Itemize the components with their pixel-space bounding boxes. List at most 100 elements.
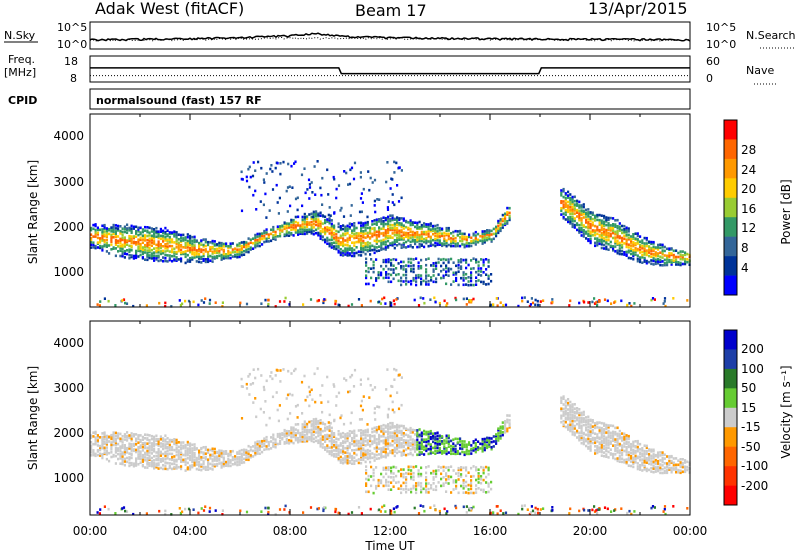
velocity-cell	[348, 460, 351, 463]
velocity-cell	[391, 426, 394, 429]
power-cell	[650, 252, 653, 256]
power-cell	[303, 223, 306, 226]
power-cell	[462, 271, 465, 274]
power-cell	[231, 242, 234, 245]
power-cell	[375, 230, 378, 234]
velocity-cell	[141, 435, 144, 439]
power-cell	[405, 246, 408, 249]
velocity-cell	[351, 430, 354, 434]
power-cell	[576, 208, 579, 212]
power-cell	[632, 244, 635, 248]
velocity-cell	[472, 449, 475, 452]
velocity-cell	[462, 491, 465, 494]
power-cell	[405, 276, 408, 280]
power-cell	[316, 160, 319, 163]
power-cell	[189, 260, 192, 263]
velocity-cell	[238, 452, 241, 455]
power-cell	[310, 181, 313, 184]
power-cell	[455, 276, 458, 280]
velocity-cell	[382, 423, 385, 427]
velocity-cell	[335, 443, 338, 447]
power-cell	[184, 299, 187, 303]
power-cell	[360, 254, 363, 257]
velocity-cell	[146, 466, 149, 469]
velocity-cell	[508, 424, 511, 427]
velocity-cell	[571, 405, 574, 409]
power-cell	[114, 224, 117, 227]
power-cell	[200, 255, 203, 259]
power-cell	[663, 263, 666, 267]
power-cell	[171, 254, 174, 258]
velocity-cell	[587, 420, 590, 424]
power-cell	[204, 238, 207, 241]
power-cell	[200, 239, 203, 242]
velocity-cell	[410, 477, 413, 481]
velocity-cell	[652, 464, 655, 468]
velocity-cell	[668, 466, 671, 470]
power-cell	[407, 264, 410, 268]
velocity-cell	[200, 463, 203, 466]
velocity-cell	[387, 480, 390, 484]
power-cell	[346, 232, 349, 235]
power-cell	[137, 242, 140, 246]
velocity-cell	[308, 430, 311, 434]
velocity-cell	[636, 467, 639, 471]
power-cell	[132, 227, 135, 230]
power-cell	[632, 257, 635, 261]
power-cell	[654, 262, 657, 266]
power-cell	[139, 232, 142, 236]
power-cell	[351, 229, 354, 232]
velocity-cell	[630, 460, 633, 463]
velocity-cell	[389, 425, 392, 428]
power-cell	[306, 223, 309, 226]
velocity-cell	[634, 445, 637, 448]
station-title: Adak West (fitACF)	[95, 0, 244, 18]
velocity-cell	[119, 449, 122, 453]
power-cell	[580, 209, 583, 212]
power-cell	[679, 257, 682, 261]
power-cell	[446, 302, 449, 305]
power-cell	[447, 226, 450, 230]
power-cell	[186, 246, 189, 249]
power-cell	[578, 200, 581, 204]
velocity-cell	[506, 420, 509, 424]
velocity-cell	[470, 487, 473, 491]
velocity-cell	[378, 425, 381, 429]
power-cell	[195, 255, 198, 259]
power-cell	[400, 222, 403, 225]
velocity-cell	[616, 426, 619, 430]
velocity-cell	[627, 457, 630, 460]
power-cell	[389, 226, 392, 230]
power-cell	[324, 228, 327, 232]
power-cell	[375, 249, 378, 253]
velocity-cell	[591, 425, 594, 428]
velocity-cell	[249, 449, 252, 452]
velocity-cell	[357, 447, 360, 451]
power-cell	[621, 244, 624, 247]
velocity-cell	[117, 457, 120, 461]
velocity-cell	[380, 439, 383, 443]
velocity-cell	[148, 441, 151, 445]
power-cell	[650, 242, 653, 245]
power-cell	[412, 276, 415, 280]
power-cell	[135, 252, 138, 255]
velocity-cell	[420, 488, 423, 492]
velocity-cell	[315, 439, 318, 443]
velocity-cell	[281, 432, 284, 435]
velocity-cell	[391, 451, 394, 455]
power-cell	[639, 245, 642, 248]
velocity-cell	[627, 444, 630, 447]
power-cell	[643, 260, 646, 263]
power-cell	[146, 226, 149, 229]
power-cell	[391, 216, 394, 220]
velocity-cell	[312, 437, 315, 440]
power-cell	[438, 301, 441, 305]
velocity-cell	[587, 442, 590, 445]
velocity-cell	[153, 442, 156, 446]
velocity-cell	[623, 461, 626, 464]
power-cell	[571, 203, 574, 206]
power-cell	[162, 259, 165, 263]
velocity-cell	[412, 486, 415, 490]
velocity-cell	[400, 436, 403, 440]
velocity-cell	[389, 449, 392, 453]
